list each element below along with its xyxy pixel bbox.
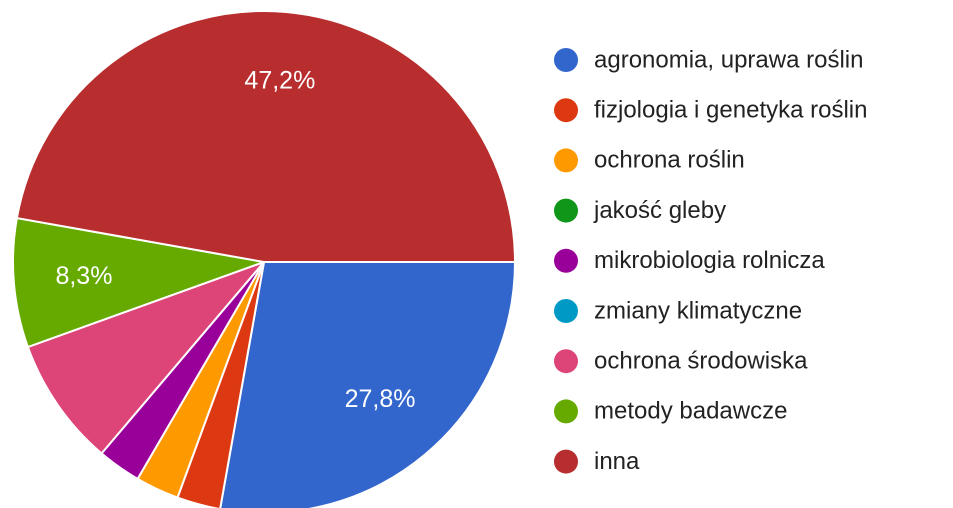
legend-label: mikrobiologia rolnicza bbox=[594, 247, 825, 274]
pie-slice bbox=[219, 261, 517, 508]
legend-swatch bbox=[554, 349, 578, 374]
pie-slice bbox=[15, 10, 517, 263]
legend-label: metody badawcze bbox=[594, 398, 787, 425]
legend-label: jakość gleby bbox=[593, 197, 726, 224]
slice-label: 27,8% bbox=[345, 385, 416, 413]
pie: 27,8% 8,3% 47,2% bbox=[12, 10, 517, 508]
legend-label: inna bbox=[594, 448, 640, 475]
legend-label: ochrona środowiska bbox=[594, 348, 808, 375]
legend-label: agronomia, uprawa roślin bbox=[594, 46, 863, 73]
legend-label: ochrona roślin bbox=[594, 147, 745, 174]
pie-slice bbox=[26, 259, 268, 455]
legend-swatch bbox=[554, 48, 578, 72]
legend: agronomia, uprawa roślin fizjologia i gen… bbox=[554, 46, 867, 475]
legend-label: zmiany klimatyczne bbox=[594, 297, 802, 324]
pie-slice bbox=[12, 216, 268, 349]
slice-label: 8,3% bbox=[55, 262, 112, 290]
legend-swatch bbox=[554, 449, 578, 474]
slice-label: 47,2% bbox=[244, 67, 315, 95]
legend-swatch bbox=[554, 98, 578, 123]
legend-swatch bbox=[554, 299, 578, 323]
legend-swatch bbox=[554, 148, 578, 173]
legend-swatch bbox=[554, 399, 578, 424]
legend-swatch bbox=[554, 248, 578, 273]
legend-swatch bbox=[554, 198, 578, 223]
legend-label: fizjologia i genetyka roślin bbox=[594, 97, 867, 124]
